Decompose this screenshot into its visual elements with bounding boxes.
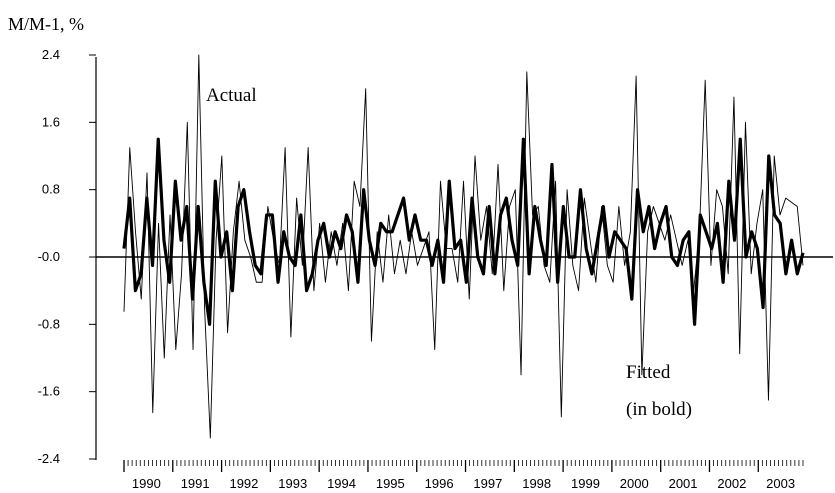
y-tick-label: 1.6 [42, 114, 60, 129]
x-axis: 1990 1991 1992 1993 1994 1995 1996 1997 1998 1999… [123, 460, 804, 491]
y-tick-label: -2.4 [38, 451, 60, 466]
annotation-actual: Actual [206, 85, 257, 106]
y-tick-label: -0.8 [38, 316, 60, 331]
x-tick-label: 1999 [571, 476, 600, 491]
y-axis: 2.4 1.6 0.8 -0.0 -0.8 -1.6 -2.4 [38, 47, 96, 466]
x-tick-label: 2003 [766, 476, 795, 491]
y-axis-label: M/M-1, % [8, 14, 84, 34]
series-line-actual [123, 54, 804, 439]
x-tick-label: 1995 [376, 476, 405, 491]
y-tick-label: 0.8 [42, 182, 60, 197]
x-tick-label: 1990 [132, 476, 161, 491]
x-tick-label: 1992 [229, 476, 258, 491]
x-tick-label: 2001 [669, 476, 698, 491]
x-tick-label: 1997 [473, 476, 502, 491]
series-line-fitted [122, 137, 805, 326]
y-tick-label: 2.4 [42, 47, 60, 62]
x-tick-label: 1993 [278, 476, 307, 491]
x-tick-label: 1994 [327, 476, 356, 491]
annotation-fitted: Fitted [626, 362, 671, 383]
y-tick-label: -0.0 [38, 249, 60, 264]
x-tick-label: 1991 [181, 476, 210, 491]
x-tick-label: 2000 [620, 476, 649, 491]
y-tick-label: -1.6 [38, 384, 60, 399]
x-tick-label: 2002 [717, 476, 746, 491]
x-tick-label: 1998 [522, 476, 551, 491]
annotation-in-bold: (in bold) [626, 399, 692, 420]
x-tick-label: 1996 [425, 476, 454, 491]
